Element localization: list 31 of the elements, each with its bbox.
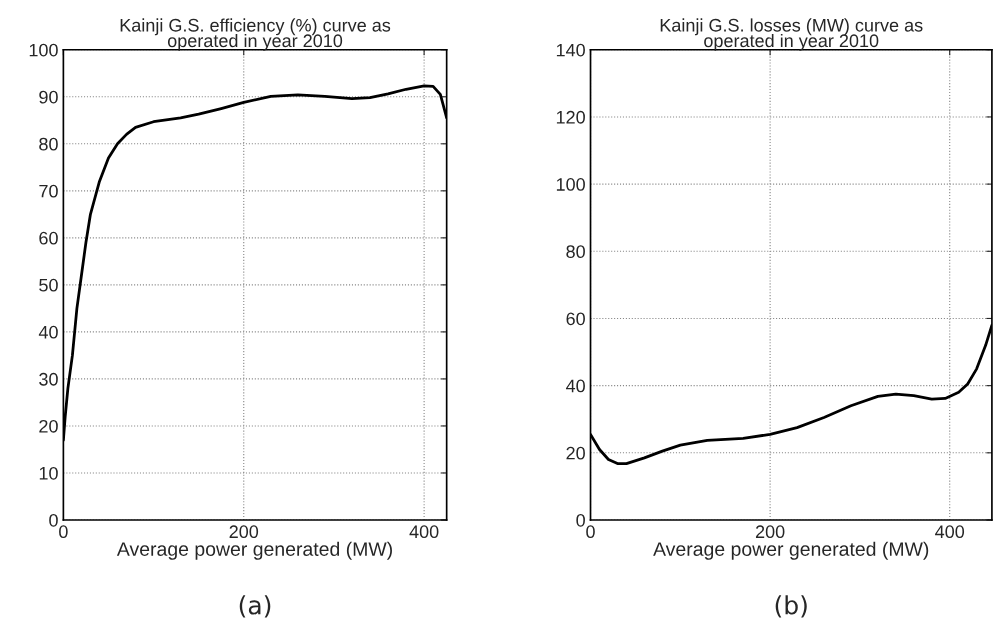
x-tick-label: 0 bbox=[586, 525, 595, 539]
y-tick-label: 70 bbox=[39, 184, 58, 198]
y-tick-label: 0 bbox=[49, 513, 58, 527]
y-tick-label: 80 bbox=[39, 137, 58, 151]
x-tick-label: 200 bbox=[755, 525, 785, 539]
x-tick-label: 200 bbox=[229, 525, 259, 539]
y-tick-label: 60 bbox=[566, 312, 585, 326]
text: (b) bbox=[775, 595, 807, 618]
y-tick-label: 0 bbox=[576, 513, 585, 527]
y-tick-label: 100 bbox=[556, 178, 585, 191]
y-tick-label: 30 bbox=[39, 372, 58, 386]
y-tick-label: 80 bbox=[566, 245, 585, 259]
chart-title: Kainji G.S. efficiency (%) curve as operated in year 2010 bbox=[120, 18, 391, 51]
y-tick-label: 40 bbox=[565, 379, 585, 393]
y-tick-label: 140 bbox=[556, 43, 585, 57]
y-tick-label: 40 bbox=[38, 325, 58, 339]
y-tick-label: 20 bbox=[566, 446, 585, 460]
chart-title: Kainji G.S. losses (MW) curve as operated in year 2010 bbox=[660, 18, 923, 51]
y-tick-label: 20 bbox=[39, 419, 58, 433]
y-tick-label: 100 bbox=[29, 43, 58, 57]
x-tick-label: 0 bbox=[59, 525, 68, 539]
y-tick-label: 60 bbox=[39, 231, 58, 245]
x-tick-label: 400 bbox=[935, 525, 965, 539]
x-axis-title: Average power generated (MW) bbox=[116, 541, 392, 560]
y-tick-label: 120 bbox=[556, 110, 585, 124]
y-tick-label: 50 bbox=[39, 278, 58, 292]
y-tick-label: 10 bbox=[39, 466, 58, 480]
y-tick-label: 90 bbox=[39, 90, 58, 104]
text: (a) bbox=[239, 595, 271, 618]
x-tick-label: 400 bbox=[409, 525, 439, 539]
x-axis-title: Average power generated (MW) bbox=[653, 541, 929, 560]
